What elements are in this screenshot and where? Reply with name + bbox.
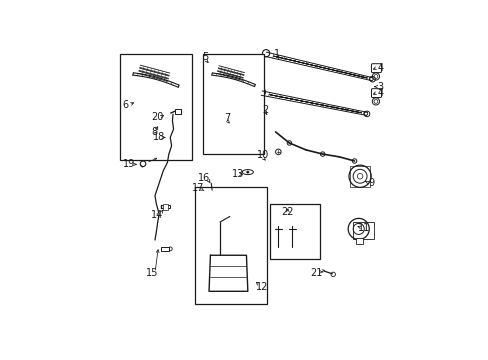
Text: 20: 20: [151, 112, 163, 122]
Text: 8: 8: [151, 127, 157, 137]
Text: 7: 7: [224, 113, 230, 123]
Text: 12: 12: [256, 282, 268, 292]
Text: 17: 17: [192, 183, 204, 193]
Text: 19: 19: [123, 159, 135, 169]
Text: 15: 15: [145, 268, 158, 278]
Text: 22: 22: [281, 207, 293, 217]
Text: 11: 11: [357, 222, 369, 233]
Ellipse shape: [242, 170, 253, 175]
Bar: [355, 238, 362, 244]
Bar: [349, 166, 369, 187]
Bar: [269, 204, 319, 260]
Circle shape: [246, 171, 248, 173]
Bar: [175, 109, 181, 114]
Text: 1: 1: [273, 49, 280, 59]
Bar: [163, 204, 168, 210]
Bar: [352, 222, 373, 239]
FancyBboxPatch shape: [371, 89, 381, 98]
Bar: [160, 247, 169, 251]
Text: 2: 2: [262, 105, 268, 115]
Text: 13: 13: [231, 169, 243, 179]
Text: 4: 4: [377, 63, 383, 73]
Text: 18: 18: [152, 132, 164, 143]
Bar: [195, 187, 267, 304]
Text: 16: 16: [198, 173, 210, 183]
Text: 9: 9: [367, 177, 373, 188]
Text: 21: 21: [310, 268, 323, 278]
Text: 4: 4: [377, 87, 383, 98]
Text: 3: 3: [377, 82, 383, 92]
Text: 6: 6: [122, 100, 129, 110]
Text: 5: 5: [202, 52, 208, 62]
Bar: [120, 54, 192, 159]
Bar: [203, 54, 264, 154]
Text: 14: 14: [151, 210, 163, 220]
Text: 10: 10: [256, 150, 268, 160]
Bar: [161, 205, 169, 208]
FancyBboxPatch shape: [371, 64, 381, 73]
